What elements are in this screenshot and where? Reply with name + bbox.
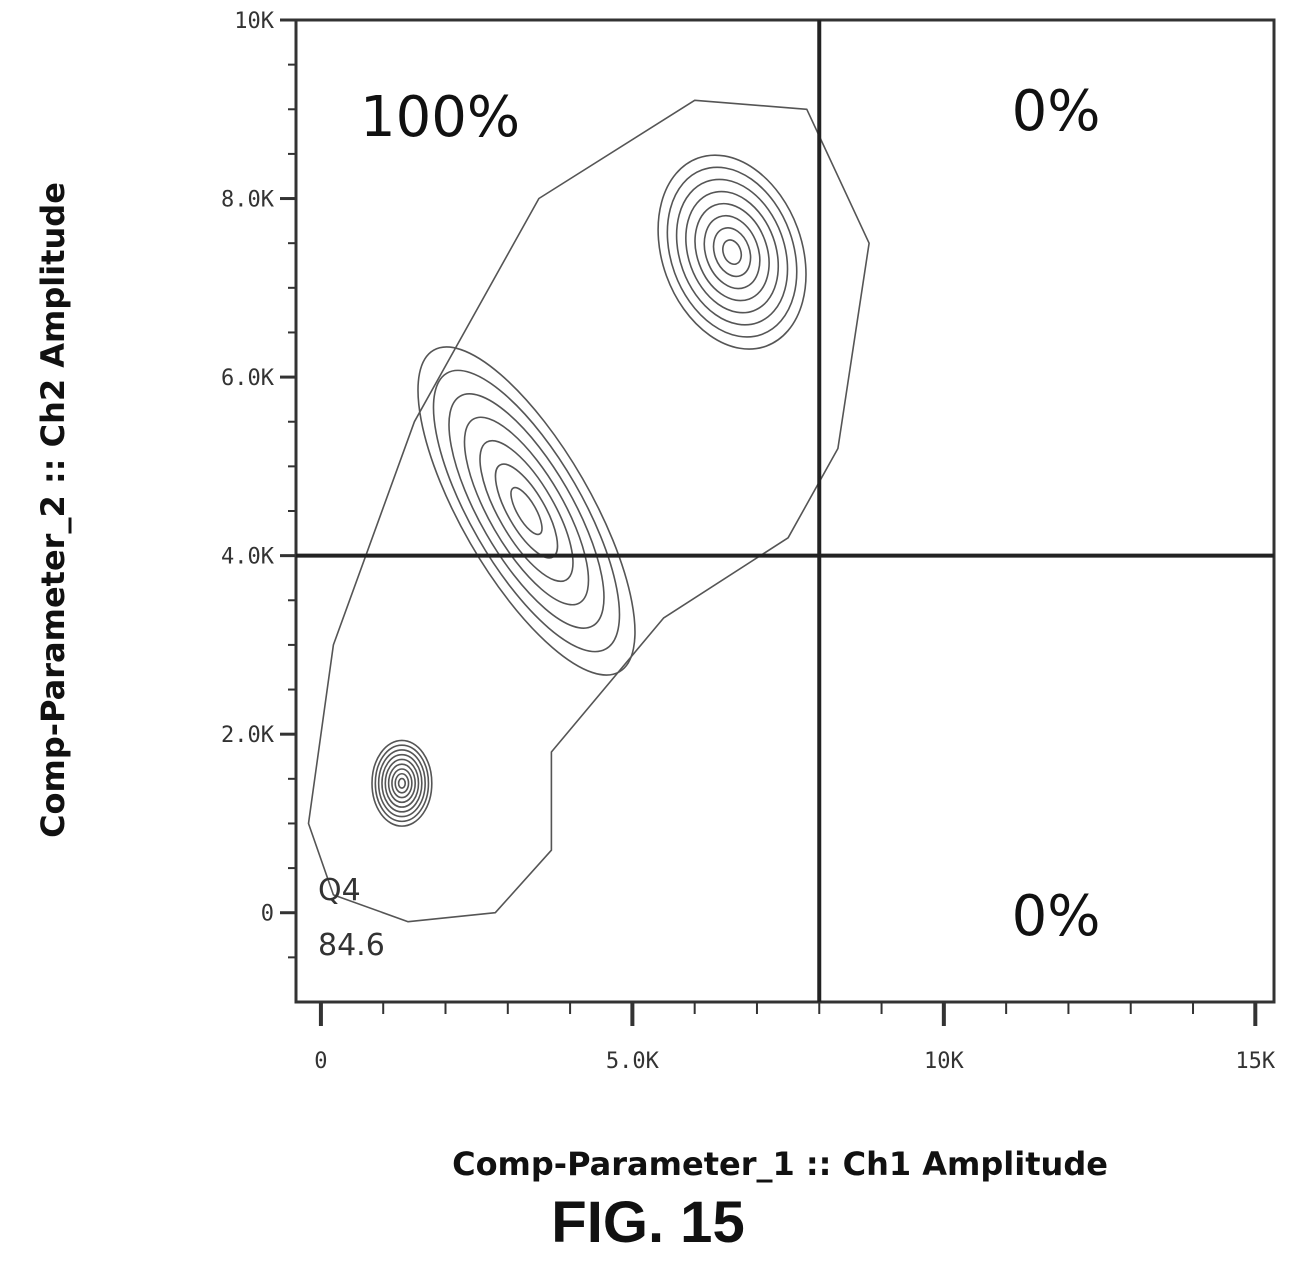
contour-ring bbox=[387, 763, 416, 804]
contour-ring bbox=[675, 178, 789, 326]
x-tick-label: 10K bbox=[924, 1049, 964, 1074]
plot-frame bbox=[294, 18, 1276, 1004]
x-axis-title: Comp-Parameter_1 :: Ch1 Amplitude bbox=[452, 1145, 1108, 1183]
contour-ring bbox=[657, 154, 807, 350]
quadrant-upper-right-percent: 0% bbox=[1012, 79, 1101, 144]
y-tick-label: 8.0K bbox=[221, 188, 275, 213]
y-tick-label: 6.0K bbox=[221, 366, 275, 391]
contour-ring bbox=[722, 239, 743, 266]
contour-ring bbox=[694, 202, 770, 302]
contour-ring bbox=[377, 749, 426, 818]
quadrant-upper-left-percent: 100% bbox=[360, 85, 520, 150]
y-axis-title: Comp-Parameter_2 :: Ch2 Amplitude bbox=[34, 182, 72, 838]
y-tick-label: 2.0K bbox=[221, 723, 275, 748]
contour-ring bbox=[448, 393, 605, 629]
gate-name-label: Q4 bbox=[318, 873, 361, 908]
x-tick-label: 0 bbox=[314, 1049, 327, 1074]
contour-ring bbox=[384, 758, 420, 808]
x-tick-label: 5.0K bbox=[606, 1049, 660, 1074]
contour-ring bbox=[685, 190, 780, 314]
contour-ring bbox=[712, 227, 752, 278]
contour-ring bbox=[381, 753, 423, 813]
gate-value-label: 84.6 bbox=[318, 928, 385, 963]
x-axis-ticks: 0 5.0K 10K 15K bbox=[314, 1002, 1276, 1074]
contour-ring bbox=[391, 768, 413, 799]
y-tick-label: 10K bbox=[234, 9, 274, 34]
contour-ring bbox=[510, 486, 543, 536]
contour-ring bbox=[371, 739, 433, 827]
contour-ring bbox=[463, 416, 590, 606]
figure-label: FIG. 15 bbox=[551, 1190, 744, 1255]
contour-ring bbox=[417, 346, 636, 676]
quadrant-lower-right-percent: 0% bbox=[1012, 884, 1101, 949]
y-tick-label: 0 bbox=[261, 902, 274, 927]
contour-ring bbox=[666, 166, 798, 338]
contour-ring bbox=[374, 744, 430, 823]
contour-ring bbox=[479, 439, 574, 583]
y-tick-label: 4.0K bbox=[221, 545, 275, 570]
contour-envelope bbox=[307, 99, 870, 923]
x-tick-label: 15K bbox=[1235, 1049, 1275, 1074]
contour-ring bbox=[432, 369, 621, 653]
contour-ring bbox=[394, 772, 410, 794]
y-axis-ticks: 0 2.0K 4.0K 6.0K 8.0K 10K bbox=[221, 9, 296, 959]
contour-lines bbox=[307, 99, 870, 923]
contour-ring bbox=[703, 214, 761, 290]
contour-ring bbox=[397, 777, 407, 789]
